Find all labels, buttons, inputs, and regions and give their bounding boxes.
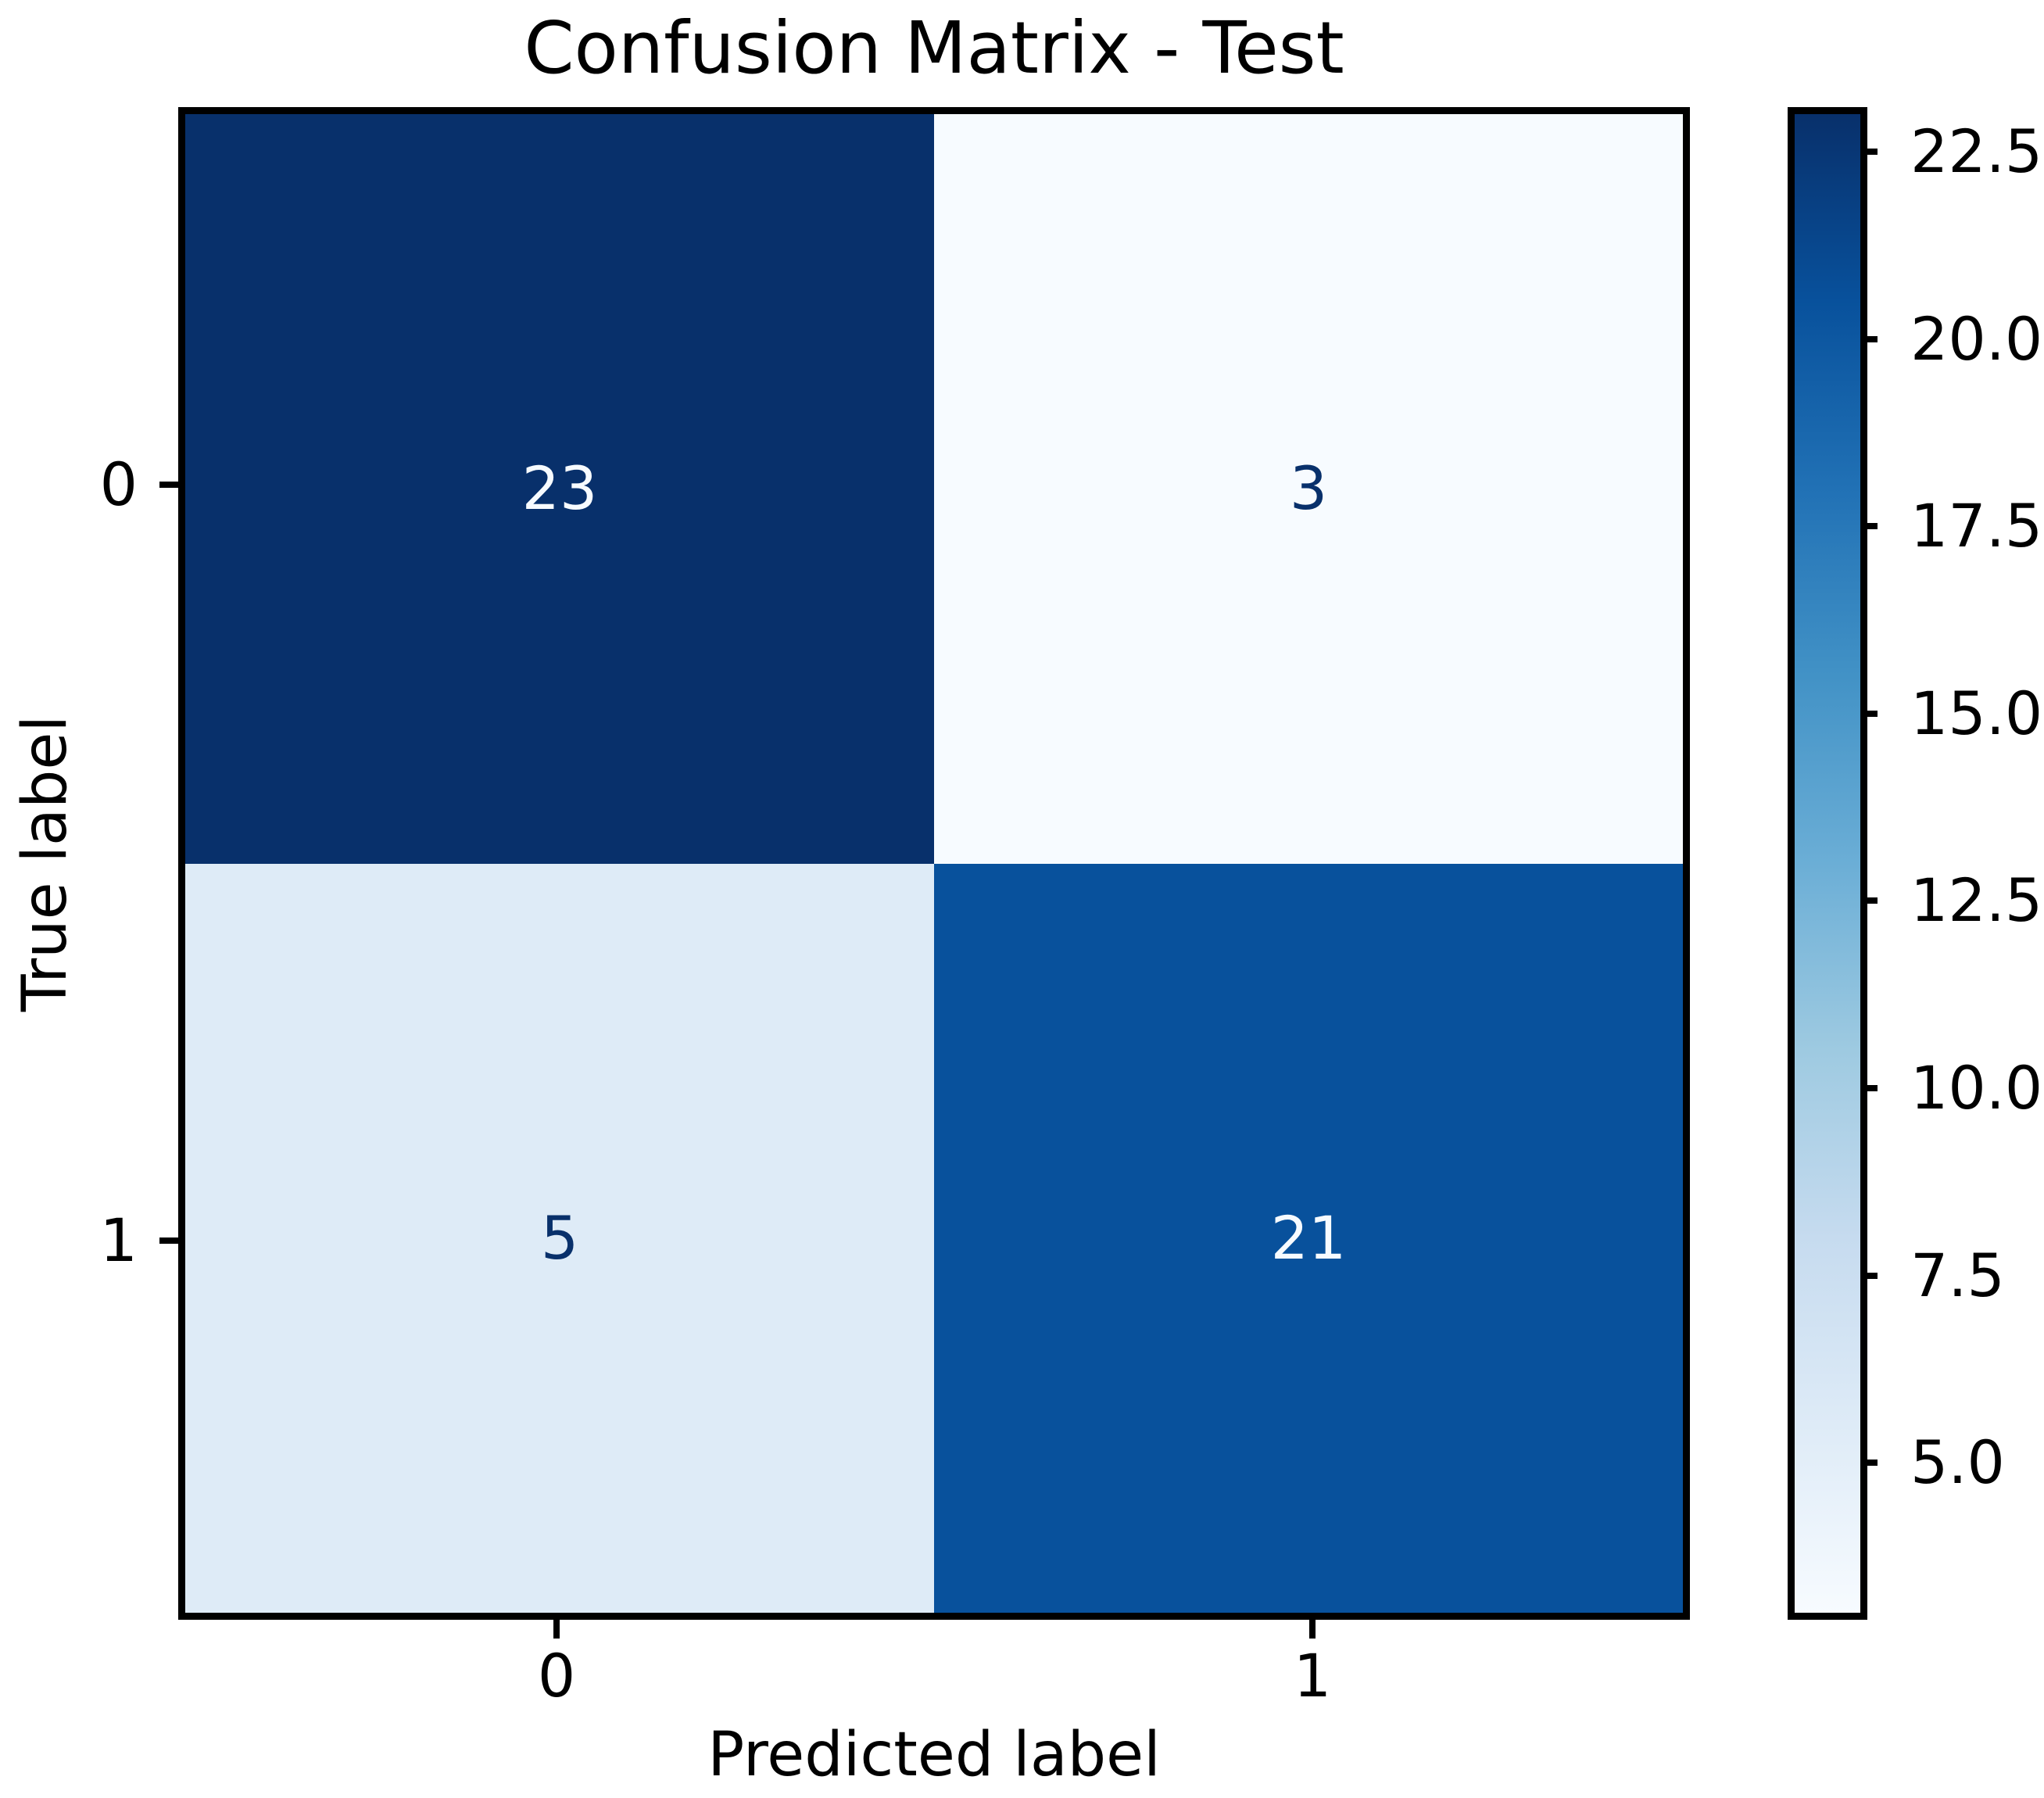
y-tick-label-1: 1 (99, 1205, 138, 1275)
colorbar-gradient: 22.5 20.0 17.5 15.0 12.5 10.0 7.5 5.0 (1788, 107, 2042, 1620)
x-tick-label-0: 0 (537, 1641, 576, 1710)
colorbar-tick-mark-0 (1860, 148, 1878, 155)
colorbar-tick-label-2: 17.5 (1910, 491, 2043, 561)
colorbar-tick-mark-4 (1860, 897, 1878, 904)
colorbar-tick-mark-1 (1860, 335, 1878, 342)
heatmap-axes: 23 3 5 21 (178, 107, 1690, 1620)
x-axis-label: Predicted label (707, 1720, 1161, 1790)
colorbar-tick-mark-6 (1860, 1272, 1878, 1279)
colorbar-tick-label-7: 5.0 (1910, 1427, 2005, 1498)
y-axis-label-container: True label (10, 107, 81, 1620)
heatmap-cell-r0c1: 3 (934, 114, 1683, 864)
heatmap-cell-r1c0: 5 (185, 863, 934, 1613)
colorbar-tick-label-5: 10.0 (1910, 1053, 2043, 1123)
x-tick-mark-0 (553, 1620, 560, 1639)
colorbar-tick-mark-2 (1860, 523, 1878, 530)
y-axis-label: True label (10, 715, 81, 1012)
y-tick-mark-0 (159, 482, 178, 488)
y-tick-mark-1 (159, 1237, 178, 1244)
colorbar-tick-label-1: 20.0 (1910, 303, 2043, 374)
x-tick-label-1: 1 (1293, 1641, 1332, 1710)
colorbar-tick-label-0: 22.5 (1910, 116, 2043, 186)
x-tick-mark-1 (1309, 1620, 1316, 1639)
colorbar-tick-mark-7 (1860, 1460, 1878, 1467)
chart-title: Confusion Matrix - Test (524, 6, 1344, 90)
colorbar-tick-mark-3 (1860, 710, 1878, 717)
y-tick-label-0: 0 (99, 450, 138, 519)
colorbar-tick-label-4: 12.5 (1910, 865, 2043, 936)
colorbar-tick-label-6: 7.5 (1910, 1240, 2005, 1310)
heatmap-cell-r0c0: 23 (185, 114, 934, 864)
colorbar-tick-mark-5 (1860, 1085, 1878, 1092)
heatmap-cell-r1c1: 21 (934, 863, 1683, 1613)
colorbar-tick-label-3: 15.0 (1910, 678, 2043, 748)
